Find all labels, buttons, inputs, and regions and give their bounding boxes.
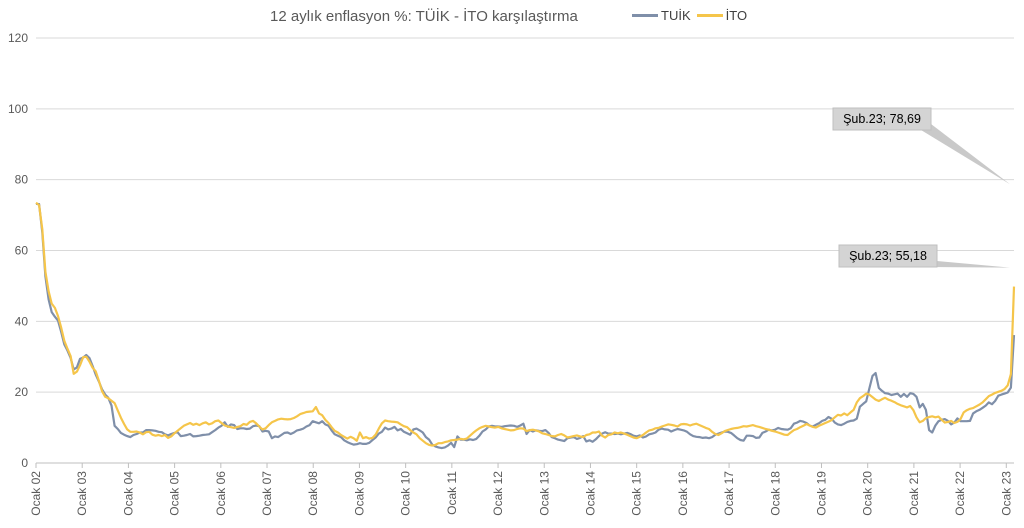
x-tick-label: Ocak 05 — [168, 471, 182, 516]
series-line-ito — [35, 201, 1016, 447]
x-tick-label: Ocak 04 — [121, 471, 135, 516]
x-tick-label: Ocak 13 — [537, 471, 551, 516]
callout-label: Şub.23; 78,69 — [843, 112, 921, 126]
y-tick-label-20: 20 — [15, 385, 29, 399]
x-tick-label: Ocak 22 — [953, 471, 967, 516]
x-tick-label: Ocak 11 — [445, 471, 459, 515]
y-tick-label-40: 40 — [15, 314, 29, 328]
x-tick-label: Ocak 18 — [768, 471, 782, 516]
x-tick-label: Ocak 10 — [399, 471, 413, 516]
y-tick-label-80: 80 — [15, 173, 29, 187]
legend-item-tuik: TUİK — [632, 8, 691, 23]
callout-leader — [927, 261, 1010, 268]
y-tick-label-120: 120 — [8, 31, 28, 45]
x-tick-label: Ocak 03 — [75, 471, 89, 516]
callout-leader — [921, 124, 1010, 185]
series-line-tuik — [35, 202, 1016, 450]
x-tick-label: Ocak 07 — [260, 471, 274, 516]
y-tick-label-100: 100 — [8, 102, 28, 116]
y-tick-label-0: 0 — [21, 456, 28, 470]
chart-title: 12 aylık enflasyon %: TÜİK - İTO karşıla… — [270, 8, 578, 25]
x-tick-label: Ocak 02 — [29, 471, 43, 516]
x-tick-label: Ocak 09 — [352, 471, 366, 516]
callout-label: Şub.23; 55,18 — [849, 249, 927, 263]
y-tick-label-60: 60 — [15, 244, 29, 258]
legend-label-tuik: TUİK — [661, 8, 691, 23]
callout-box — [832, 107, 932, 131]
x-tick-label: Ocak 12 — [491, 471, 505, 516]
chart-legend: TUİK İTO — [632, 8, 753, 23]
x-tick-label: Ocak 21 — [907, 471, 921, 516]
legend-swatch-ito — [696, 14, 723, 17]
x-tick-label: Ocak 15 — [630, 471, 644, 516]
x-tick-label: Ocak 17 — [722, 471, 736, 516]
x-tick-label: Ocak 08 — [306, 471, 320, 516]
x-tick-label: Ocak 19 — [814, 471, 828, 516]
x-tick-label: Ocak 23 — [999, 471, 1013, 516]
legend-label-ito: İTO — [725, 8, 748, 23]
x-tick-label: Ocak 14 — [583, 471, 597, 516]
callout-box — [838, 244, 938, 268]
x-tick-label: Ocak 16 — [676, 471, 690, 516]
legend-swatch-tuik — [632, 14, 658, 17]
x-tick-label: Ocak 20 — [861, 471, 875, 516]
legend-item-ito: İTO — [696, 8, 748, 23]
x-tick-label: Ocak 06 — [214, 471, 228, 516]
